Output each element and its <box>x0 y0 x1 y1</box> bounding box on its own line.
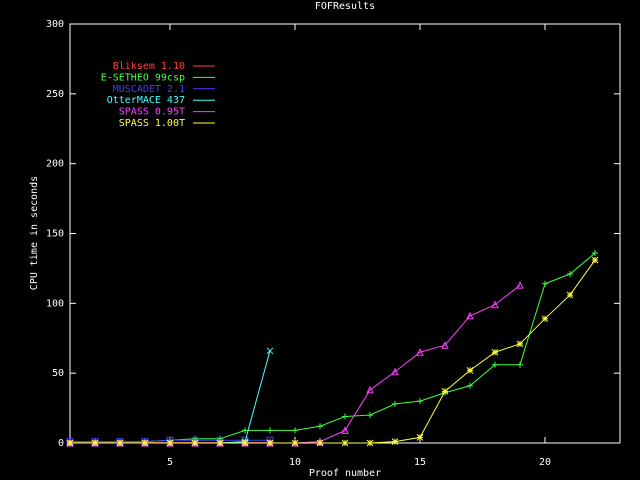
y-tick-label: 150 <box>46 229 64 240</box>
point <box>516 281 524 289</box>
legend-label: OtterMACE 437 <box>107 95 185 106</box>
point <box>466 367 474 374</box>
legend-label: SPASS 1.00T <box>119 118 185 129</box>
point <box>541 315 549 323</box>
point <box>267 427 273 434</box>
point <box>266 347 274 355</box>
point <box>391 438 399 445</box>
point <box>491 348 499 356</box>
series-line <box>70 350 271 444</box>
point <box>592 250 598 257</box>
point <box>216 439 224 447</box>
y-tick-label: 0 <box>58 438 64 449</box>
point <box>516 340 524 348</box>
point <box>367 412 373 419</box>
point <box>441 387 449 395</box>
point <box>416 348 424 356</box>
legend-label: SPASS 0.95T <box>119 107 185 118</box>
y-tick-label: 300 <box>46 19 64 30</box>
point <box>341 439 349 447</box>
point <box>266 439 274 447</box>
y-tick-label: 100 <box>46 298 64 309</box>
point <box>566 291 574 299</box>
y-tick-label: 200 <box>46 159 64 170</box>
point <box>291 439 299 447</box>
point <box>492 361 498 368</box>
x-tick-label: 5 <box>167 457 173 468</box>
x-tick-label: 20 <box>539 457 551 468</box>
point <box>391 367 399 376</box>
x-tick-label: 10 <box>289 457 301 468</box>
point <box>341 426 349 434</box>
point <box>141 439 149 447</box>
point <box>166 439 174 447</box>
point <box>342 413 348 420</box>
point <box>567 271 573 278</box>
legend-label: E-SETHEO 99csp <box>101 72 185 83</box>
y-tick-label: 50 <box>52 368 64 379</box>
point <box>317 423 323 430</box>
point <box>366 385 374 394</box>
point <box>467 382 473 389</box>
point <box>466 311 474 320</box>
point <box>417 398 423 405</box>
x-axis-label: Proof number <box>309 468 381 479</box>
point <box>91 439 99 447</box>
series-line <box>70 284 521 444</box>
point <box>591 256 599 264</box>
y-axis-label: CPU time in seconds <box>29 176 40 290</box>
point <box>292 427 298 434</box>
point <box>366 439 374 447</box>
point <box>392 400 398 407</box>
series-line <box>70 252 596 443</box>
point <box>241 439 249 447</box>
point <box>542 280 548 287</box>
chart-title: FOFResults <box>315 1 375 12</box>
point <box>441 341 449 349</box>
legend-label: Bliksem 1.10 <box>113 61 185 72</box>
legend-label: MUSCADET 2.1 <box>113 84 185 95</box>
y-tick-label: 250 <box>46 89 64 100</box>
point <box>242 427 248 434</box>
point <box>116 439 124 447</box>
series-line <box>70 259 596 444</box>
point <box>66 439 74 447</box>
point <box>316 439 324 447</box>
x-tick-label: 15 <box>414 457 426 468</box>
point <box>416 434 424 441</box>
point <box>191 439 199 447</box>
point <box>517 361 523 368</box>
point <box>491 300 499 309</box>
